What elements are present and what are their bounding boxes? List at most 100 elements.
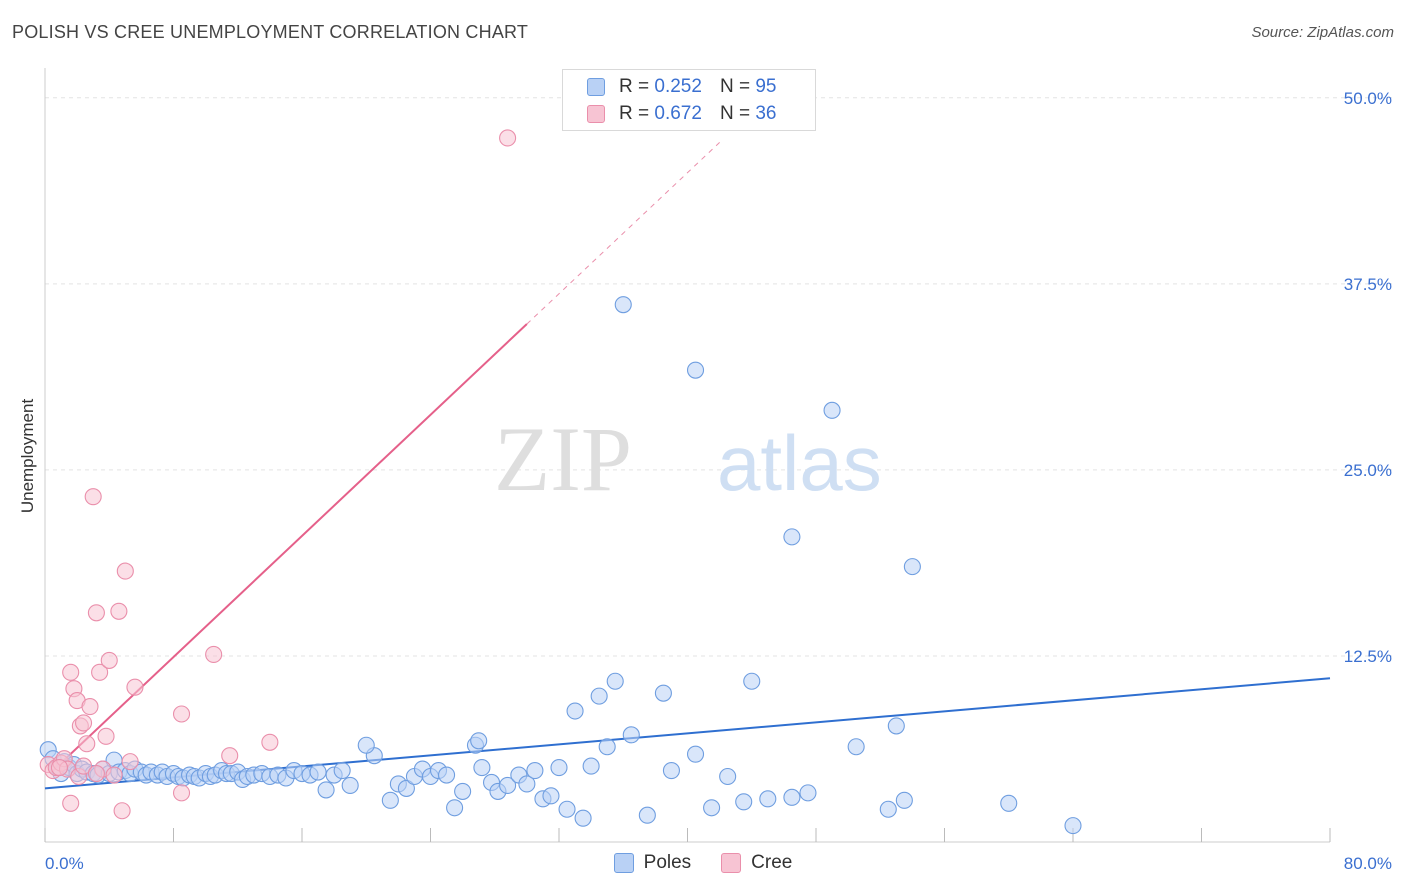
- poles-point: [446, 799, 464, 817]
- y-tick-label: 25.0%: [1344, 461, 1392, 480]
- poles-point: [743, 672, 761, 690]
- poles-point: [566, 702, 584, 720]
- cree-point: [205, 645, 223, 664]
- poles-point: [895, 791, 913, 809]
- poles-point: [317, 781, 335, 799]
- source-label: Source: ZipAtlas.com: [1251, 24, 1394, 41]
- cree-point: [172, 784, 191, 802]
- poles-point: [438, 766, 456, 784]
- poles-legend-swatch: [613, 853, 634, 873]
- poles-point: [879, 800, 897, 818]
- cree-point: [121, 753, 139, 771]
- y-tick-label: 50.0%: [1344, 89, 1392, 108]
- y-tick-label: 37.5%: [1344, 275, 1392, 294]
- cree-point: [499, 129, 517, 147]
- y-tick-labels: 12.5% 25.0% 37.5% 50.0%: [1344, 89, 1392, 666]
- poles-point: [582, 757, 600, 775]
- x-tick-labels: 0.0% 80.0%: [45, 854, 1392, 873]
- cree-point: [81, 697, 99, 716]
- scatter-points: [39, 129, 1082, 835]
- cree-point: [172, 705, 191, 723]
- cree-trend-line: [52, 323, 528, 772]
- poles-point: [341, 776, 359, 794]
- poles-point: [783, 528, 801, 546]
- chart-title: POLISH VS CREE UNEMPLOYMENT CORRELATION …: [12, 22, 529, 42]
- legend-item-cree[interactable]: Cree: [721, 852, 792, 874]
- cree-point: [261, 733, 279, 751]
- poles-point: [903, 558, 921, 576]
- cree-point: [87, 764, 105, 783]
- poles-point: [759, 790, 777, 808]
- watermark: ZIP atlas: [494, 408, 882, 510]
- poles-point: [1000, 794, 1018, 812]
- poles-point: [574, 809, 592, 827]
- poles-point: [558, 800, 576, 818]
- poles-point: [590, 687, 608, 705]
- poles-swatch: [587, 78, 605, 96]
- poles-point: [470, 732, 488, 750]
- gridlines: [45, 97, 1392, 657]
- cree-r-value: 0.672: [654, 103, 702, 124]
- x-tick-label: 80.0%: [1344, 854, 1392, 873]
- poles-r-label: R =: [619, 76, 650, 97]
- watermark-atlas: atlas: [717, 419, 882, 507]
- cree-r-label: R =: [619, 103, 650, 124]
- poles-point: [518, 775, 536, 793]
- poles-point: [638, 806, 656, 824]
- legend-row-cree: R = 0.672 N = 36: [587, 102, 776, 126]
- poles-legend-label: Poles: [643, 852, 692, 873]
- watermark-zip: ZIP: [494, 408, 632, 510]
- poles-point: [735, 793, 753, 811]
- poles-point: [686, 361, 705, 379]
- y-tick-label: 12.5%: [1344, 647, 1392, 666]
- cree-point: [97, 727, 115, 745]
- cree-point: [78, 735, 96, 753]
- poles-point: [614, 296, 632, 314]
- poles-point: [526, 762, 544, 780]
- poles-point: [550, 759, 568, 777]
- poles-point: [686, 745, 705, 763]
- poles-point: [847, 738, 865, 756]
- poles-point: [606, 672, 624, 690]
- poles-point: [499, 776, 517, 794]
- poles-point: [799, 784, 817, 802]
- cree-point: [100, 651, 118, 669]
- cree-point: [91, 663, 109, 681]
- poles-point: [333, 762, 351, 780]
- poles-point: [823, 401, 841, 419]
- poles-point: [454, 782, 472, 800]
- cree-trend-extension: [526, 142, 720, 325]
- cree-point: [62, 794, 80, 812]
- poles-point: [783, 788, 801, 806]
- series-legend: Poles Cree: [0, 852, 1406, 874]
- poles-point: [473, 759, 491, 777]
- cree-point: [116, 562, 134, 580]
- cree-point: [126, 678, 144, 696]
- cree-point: [87, 604, 105, 622]
- poles-point: [662, 762, 680, 780]
- cree-point: [110, 602, 128, 620]
- poles-point: [542, 787, 560, 805]
- trend-lines: [44, 142, 1331, 790]
- poles-point: [1064, 817, 1082, 835]
- poles-point: [654, 684, 672, 702]
- cree-point: [113, 802, 131, 820]
- poles-r-value: 0.252: [654, 76, 702, 97]
- poles-point: [887, 717, 905, 735]
- legend-item-poles[interactable]: Poles: [613, 852, 692, 874]
- cree-legend-swatch: [721, 853, 742, 873]
- poles-point: [598, 738, 616, 756]
- stats-legend: R = 0.252 N = 95 R = 0.672 N = 36: [562, 69, 816, 131]
- legend-row-poles: R = 0.252 N = 95: [587, 75, 776, 99]
- poles-point: [397, 779, 415, 797]
- poles-n-value: 95: [755, 76, 777, 97]
- cree-legend-label: Cree: [751, 852, 793, 873]
- cree-point: [105, 766, 123, 784]
- axes: [44, 68, 1331, 843]
- x-tick-label: 0.0%: [45, 854, 84, 873]
- poles-n-label: N =: [719, 76, 751, 97]
- cree-point: [62, 663, 80, 681]
- cree-swatch: [587, 105, 605, 123]
- poles-point: [719, 767, 737, 786]
